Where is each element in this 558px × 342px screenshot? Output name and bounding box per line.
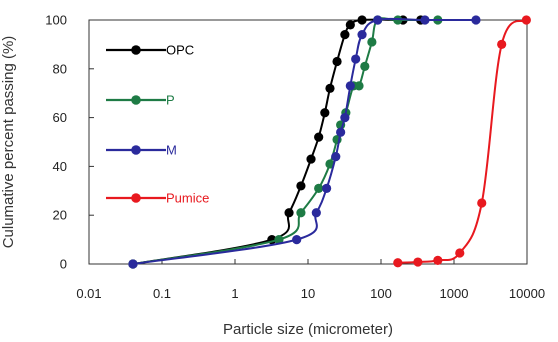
data-point-opc <box>345 20 355 30</box>
x-tick-label: 0.1 <box>153 286 171 301</box>
x-axis-title: Particle size (micrometer) <box>223 321 393 338</box>
data-point-opc <box>320 108 330 118</box>
data-point-pumice <box>477 198 487 208</box>
data-point-opc <box>332 56 342 67</box>
legend-label: Pumice <box>166 191 209 206</box>
data-point-opc <box>296 181 306 191</box>
data-point-pumice <box>521 15 531 25</box>
data-point-p <box>367 37 377 47</box>
y-tick-label: 80 <box>53 61 67 76</box>
series-pumice <box>393 15 531 268</box>
data-point-m <box>128 259 138 269</box>
data-point-pumice <box>433 255 443 265</box>
legend-item-p: P <box>106 93 175 108</box>
data-point-m <box>471 15 481 25</box>
legend-label: P <box>166 93 175 108</box>
x-tick-label: 0.01 <box>76 286 101 301</box>
data-point-pumice <box>455 248 465 258</box>
y-tick-label: 20 <box>53 208 67 223</box>
series-layer <box>128 15 531 269</box>
data-point-pumice <box>413 257 423 267</box>
data-point-m <box>373 15 383 25</box>
legend-label: OPC <box>166 43 194 58</box>
data-point-m <box>345 81 355 91</box>
y-tick-label: 40 <box>53 159 67 174</box>
data-point-m <box>357 30 367 40</box>
legend-item-pumice: Pumice <box>106 191 209 206</box>
data-point-opc <box>340 30 350 40</box>
y-tick-label: 100 <box>45 13 67 28</box>
data-point-m <box>420 15 430 25</box>
data-point-pumice <box>393 258 403 268</box>
legend-marker <box>131 45 141 55</box>
legend-label: M <box>166 143 177 158</box>
data-point-m <box>336 127 346 137</box>
data-point-p <box>354 81 364 91</box>
data-point-m <box>351 54 361 64</box>
x-tick-label: 1000 <box>440 286 469 301</box>
data-point-p <box>360 61 370 71</box>
data-point-m <box>340 113 350 123</box>
data-point-opc <box>357 15 367 25</box>
legend-marker <box>131 95 141 105</box>
x-axis: 0.01 0.1 1 10 100 1000 10000 <box>76 259 545 301</box>
data-point-p <box>274 235 284 245</box>
data-point-pumice <box>497 39 507 50</box>
x-tick-label: 10 <box>301 286 315 301</box>
data-point-m <box>322 183 332 193</box>
data-point-p <box>314 183 324 193</box>
legend-marker <box>131 145 141 155</box>
data-point-m <box>292 235 302 245</box>
data-point-m <box>331 152 341 162</box>
legend-marker <box>131 193 141 203</box>
legend-item-m: M <box>106 143 177 158</box>
data-point-p <box>296 208 306 218</box>
x-tick-label: 1 <box>231 286 238 301</box>
data-point-opc <box>284 208 294 218</box>
y-tick-label: 0 <box>60 257 67 272</box>
legend-item-opc: OPC <box>106 43 194 58</box>
y-axis: 0 20 40 60 80 100 <box>45 13 94 272</box>
data-point-opc <box>314 132 324 142</box>
legend: OPC P M Pumice <box>106 43 209 206</box>
x-tick-label: 100 <box>370 286 392 301</box>
y-tick-label: 60 <box>53 110 67 125</box>
y-axis-title: Culumative percent passing (%) <box>0 36 17 249</box>
data-point-m <box>311 208 321 218</box>
series-m <box>128 15 481 269</box>
data-point-opc <box>306 154 316 164</box>
data-point-opc <box>325 83 335 93</box>
x-tick-label: 10000 <box>509 286 545 301</box>
